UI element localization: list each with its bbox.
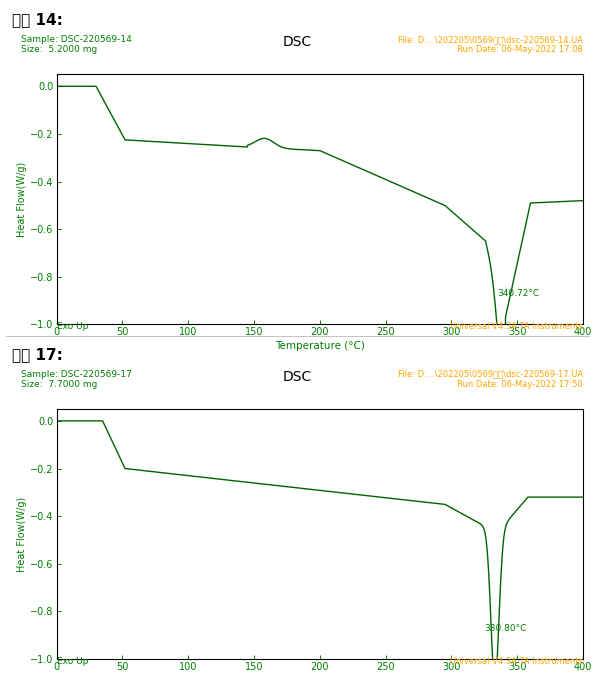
Text: 340.72°C: 340.72°C — [497, 289, 540, 298]
Y-axis label: Heat Flow(W/g): Heat Flow(W/g) — [17, 162, 27, 237]
Text: Universal V4.3A TA Instruments: Universal V4.3A TA Instruments — [450, 322, 583, 331]
Text: Size:  5.2000 mg: Size: 5.2000 mg — [21, 45, 97, 54]
Text: 样品 17:: 样品 17: — [12, 347, 63, 362]
Text: File: D:...\202205\0569实书\dsc-220569-14.UA: File: D:...\202205\0569实书\dsc-220569-14.… — [398, 35, 583, 44]
Text: 样品 14:: 样品 14: — [12, 12, 63, 27]
Text: Size:  7.7000 mg: Size: 7.7000 mg — [21, 380, 97, 389]
Text: File: D:...\202205\0569实书\dsc-220569-17.UA: File: D:...\202205\0569实书\dsc-220569-17.… — [398, 370, 583, 379]
Text: Sample: DSC-220569-17: Sample: DSC-220569-17 — [21, 370, 131, 379]
Text: 330.80°C: 330.80°C — [484, 624, 527, 633]
Text: Sample: DSC-220569-14: Sample: DSC-220569-14 — [21, 35, 131, 44]
Y-axis label: Heat Flow(W/g): Heat Flow(W/g) — [17, 496, 27, 572]
Text: DSC: DSC — [283, 370, 312, 384]
Text: Run Date: 06-May-2022 17:50: Run Date: 06-May-2022 17:50 — [458, 380, 583, 389]
Text: DSC: DSC — [283, 35, 312, 49]
X-axis label: Temperature (°C): Temperature (°C) — [275, 341, 365, 352]
Text: Exo Up: Exo Up — [57, 322, 88, 331]
Text: Run Date: 06-May-2022 17:08: Run Date: 06-May-2022 17:08 — [457, 45, 583, 54]
Text: Exo Up: Exo Up — [57, 657, 88, 666]
Text: Universal V4.3A TA Instruments: Universal V4.3A TA Instruments — [450, 657, 583, 666]
